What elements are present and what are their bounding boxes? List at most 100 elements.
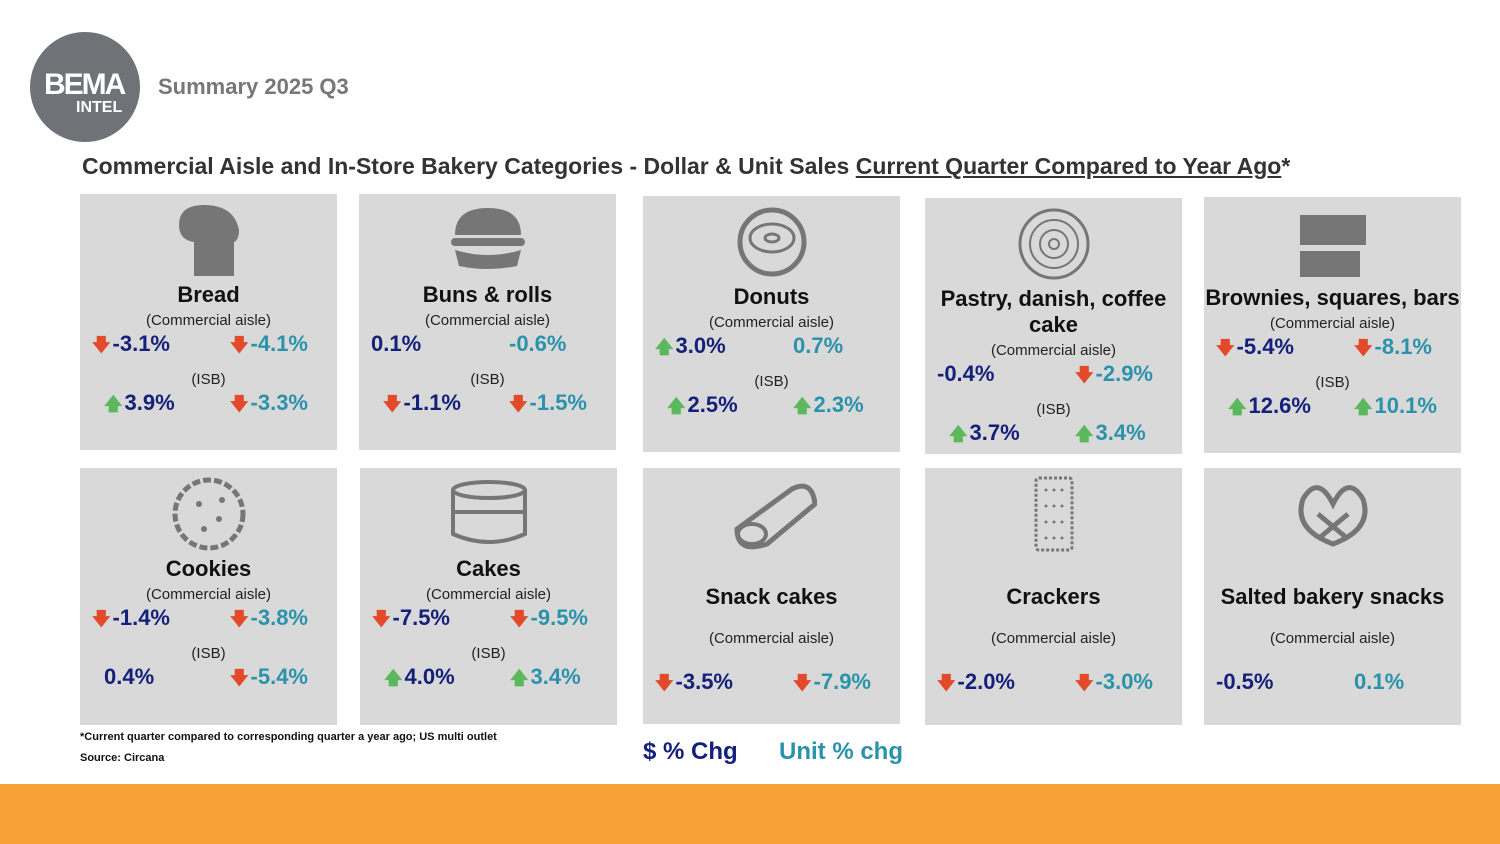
isb-row: 🡅3.9% 🡇-3.3%: [80, 388, 337, 422]
category-subtitle: (Commercial aisle): [145, 312, 272, 329]
arrow-up-icon: 🡅: [949, 424, 968, 444]
value-text: -7.9%: [813, 669, 871, 694]
category-card-crackers: Crackers (Commercial aisle) 🡇-2.0% 🡇-3.0%: [925, 468, 1182, 725]
commercial-row: 🡇-1.4% 🡇-3.8%: [80, 603, 337, 637]
value-text: -2.9%: [1095, 361, 1153, 386]
isb-unit-value: 🡅3.4%: [510, 664, 581, 696]
category-name: Buns & rolls: [422, 282, 553, 307]
footer-bar: [0, 784, 1500, 844]
isb-row: 🡅2.5% 🡅2.3%: [643, 390, 900, 424]
unit-value: -0.6%: [509, 331, 566, 357]
arrow-up-icon: 🡅: [667, 396, 686, 416]
cookie-icon: [172, 477, 245, 551]
footnote: *Current quarter compared to correspondi…: [80, 731, 497, 743]
bread-icon: [178, 205, 239, 276]
isb-label: (ISB): [754, 373, 789, 390]
title-text: Commercial Aisle and In-Store Bakery Cat…: [82, 153, 856, 179]
unit-value: 🡇-4.1%: [230, 331, 308, 363]
snack-cake-icon: [733, 483, 817, 550]
unit-value: 🡇-2.9%: [1075, 361, 1153, 393]
dollar-value: 🡇-1.4%: [92, 605, 170, 637]
commercial-row: 0.1% -0.6%: [359, 329, 616, 363]
category-name: Snack cakes: [705, 584, 838, 609]
arrow-down-icon: 🡇: [230, 335, 249, 355]
value-text: 0.1%: [1354, 669, 1405, 694]
isb-row: 🡅12.6% 🡅10.1%: [1204, 391, 1461, 425]
dollar-value: 🡇-5.4%: [1216, 334, 1294, 366]
category-subtitle: (Commercial aisle): [708, 314, 835, 331]
unit-value: 🡇-9.5%: [510, 605, 588, 637]
cinnamon-roll-icon: [1018, 208, 1089, 280]
value-text: 4.0%: [404, 664, 455, 689]
isb-dollar-value: 🡅2.5%: [667, 392, 738, 424]
unit-value: 🡇-8.1%: [1354, 334, 1432, 366]
category-card-salted-bakery-snacks: Salted bakery snacks (Commercial aisle) …: [1204, 468, 1461, 725]
arrow-down-icon: 🡇: [92, 335, 111, 355]
dollar-value: -0.5%: [1216, 669, 1273, 695]
category-name: Crackers: [1006, 584, 1101, 609]
arrow-down-icon: 🡇: [1354, 338, 1373, 358]
category-subtitle: (Commercial aisle): [990, 342, 1117, 359]
value-text: 10.1%: [1374, 393, 1437, 418]
isb-label: (ISB): [191, 371, 226, 388]
commercial-row: -0.5% 0.1%: [1204, 667, 1461, 701]
bema-intel-logo: BEMA INTEL: [30, 32, 140, 142]
arrow-down-icon: 🡇: [230, 609, 249, 629]
category-name: Cookies: [165, 556, 252, 581]
value-text: 2.5%: [687, 392, 738, 417]
category-card-bread: Bread (Commercial aisle) 🡇-3.1% 🡇-4.1% (I…: [80, 194, 337, 450]
isb-dollar-value: 🡅4.0%: [384, 664, 455, 696]
value-text: -3.1%: [112, 331, 170, 356]
arrow-up-icon: 🡅: [793, 396, 812, 416]
isb-dollar-value: 🡅12.6%: [1228, 393, 1311, 425]
category-card-buns-rolls: Buns & rolls (Commercial aisle) 0.1% -0.6…: [359, 194, 616, 450]
category-name: Bread: [177, 282, 240, 307]
value-text: -3.3%: [250, 390, 308, 415]
arrow-up-icon: 🡅: [655, 337, 674, 357]
arrow-down-icon: 🡇: [230, 394, 249, 414]
category-card-cookies: Cookies (Commercial aisle) 🡇-1.4% 🡇-3.8% …: [80, 468, 337, 725]
value-text: -1.5%: [529, 390, 587, 415]
category-subtitle: (Commercial aisle): [990, 630, 1117, 647]
value-text: -3.5%: [675, 669, 733, 694]
arrow-down-icon: 🡇: [1075, 673, 1094, 693]
dollar-value: 🡇-2.0%: [937, 669, 1015, 701]
value-text: -1.1%: [403, 390, 461, 415]
value-text: -0.6%: [509, 331, 567, 356]
category-card-brownies-squares-bars: Brownies, squares, bars (Commercial aisl…: [1204, 197, 1461, 453]
isb-unit-value: 🡅2.3%: [793, 392, 864, 424]
isb-label: (ISB): [1036, 401, 1071, 418]
source-note: Source: Circana: [80, 752, 165, 764]
commercial-row: 🡇-3.5% 🡇-7.9%: [643, 667, 900, 701]
isb-label: (ISB): [191, 645, 226, 662]
isb-row: 🡅3.7% 🡅3.4%: [925, 418, 1182, 452]
dollar-value: -0.4%: [937, 361, 994, 387]
value-text: -9.5%: [530, 605, 588, 630]
isb-dollar-value: 🡅3.9%: [104, 390, 175, 422]
unit-value: 🡇-3.0%: [1075, 669, 1153, 701]
report-subtitle: Summary 2025 Q3: [158, 74, 349, 99]
pretzel-icon: [1298, 485, 1367, 547]
category-subtitle: (Commercial aisle): [145, 586, 272, 603]
value-text: 0.4%: [104, 664, 155, 689]
dollar-value: 🡇-3.5%: [655, 669, 733, 701]
dollar-value: 0.1%: [371, 331, 421, 357]
isb-dollar-value: 🡇-1.1%: [383, 390, 461, 422]
cracker-icon: [1034, 476, 1073, 552]
isb-unit-value: 🡇-5.4%: [230, 664, 308, 696]
value-text: -7.5%: [392, 605, 450, 630]
commercial-row: 🡅3.0% 0.7%: [643, 331, 900, 365]
category-subtitle: (Commercial aisle): [1269, 315, 1396, 332]
category-name: Donuts: [733, 284, 810, 309]
dollar-value: 🡇-3.1%: [92, 331, 170, 363]
arrow-down-icon: 🡇: [230, 668, 249, 688]
value-text: -2.0%: [957, 669, 1015, 694]
category-card-cakes: Cakes (Commercial aisle) 🡇-7.5% 🡇-9.5% (I…: [360, 468, 617, 725]
legend-unit: Unit % chg: [779, 738, 903, 765]
commercial-row: 🡇-7.5% 🡇-9.5%: [360, 603, 617, 637]
isb-row: 🡇-1.1% 🡇-1.5%: [359, 388, 616, 422]
value-text: 0.7%: [793, 333, 844, 358]
commercial-row: 🡇-2.0% 🡇-3.0%: [925, 667, 1182, 701]
unit-value: 🡇-3.8%: [230, 605, 308, 637]
unit-value: 🡇-7.9%: [793, 669, 871, 701]
